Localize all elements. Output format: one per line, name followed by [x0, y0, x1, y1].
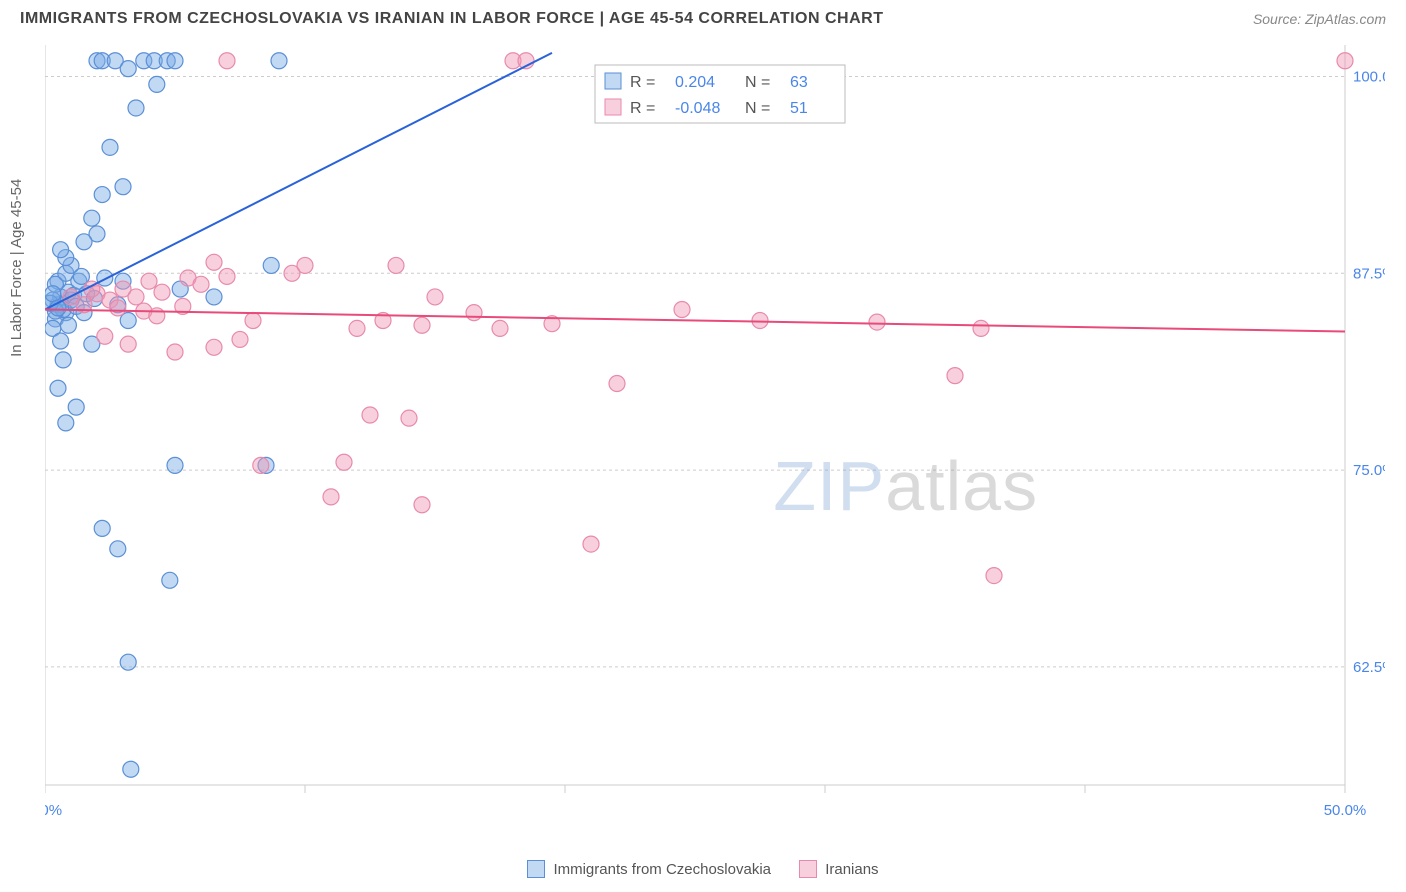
svg-text:R =: R = — [630, 100, 655, 117]
scatter-chart: 62.5% 75.0% 87.5% 100.0% 0.0% 50.0% R = 0.204 N … — [45, 45, 1386, 832]
legend-item-czech: Immigrants from Czechoslovakia — [527, 860, 771, 878]
svg-text:87.5%: 87.5% — [1353, 265, 1385, 282]
legend-item-iranian: Iranians — [799, 860, 878, 878]
svg-text:62.5%: 62.5% — [1353, 659, 1385, 676]
legend-label-czech: Immigrants from Czechoslovakia — [553, 861, 771, 878]
legend-label-iranian: Iranians — [825, 861, 878, 878]
svg-text:100.0%: 100.0% — [1353, 68, 1385, 85]
source-label: Source: ZipAtlas.com — [1253, 11, 1386, 27]
svg-text:R =: R = — [630, 74, 655, 91]
chart-svg: 62.5% 75.0% 87.5% 100.0% 0.0% 50.0% R = 0.204 N … — [45, 45, 1385, 825]
legend-swatch-czech — [527, 860, 545, 878]
svg-text:N =: N = — [745, 74, 770, 91]
chart-title: IMMIGRANTS FROM CZECHOSLOVAKIA VS IRANIA… — [20, 10, 884, 28]
svg-text:0.204: 0.204 — [675, 74, 715, 91]
legend: Immigrants from Czechoslovakia Iranians — [0, 860, 1406, 882]
svg-text:50.0%: 50.0% — [1324, 802, 1367, 819]
svg-text:51: 51 — [790, 100, 808, 117]
svg-text:63: 63 — [790, 74, 808, 91]
legend-swatch-iranian — [799, 860, 817, 878]
y-axis-label: In Labor Force | Age 45-54 — [8, 179, 25, 357]
svg-text:0.0%: 0.0% — [45, 802, 62, 819]
svg-text:-0.048: -0.048 — [675, 100, 720, 117]
svg-text:75.0%: 75.0% — [1353, 462, 1385, 479]
svg-text:N =: N = — [745, 100, 770, 117]
